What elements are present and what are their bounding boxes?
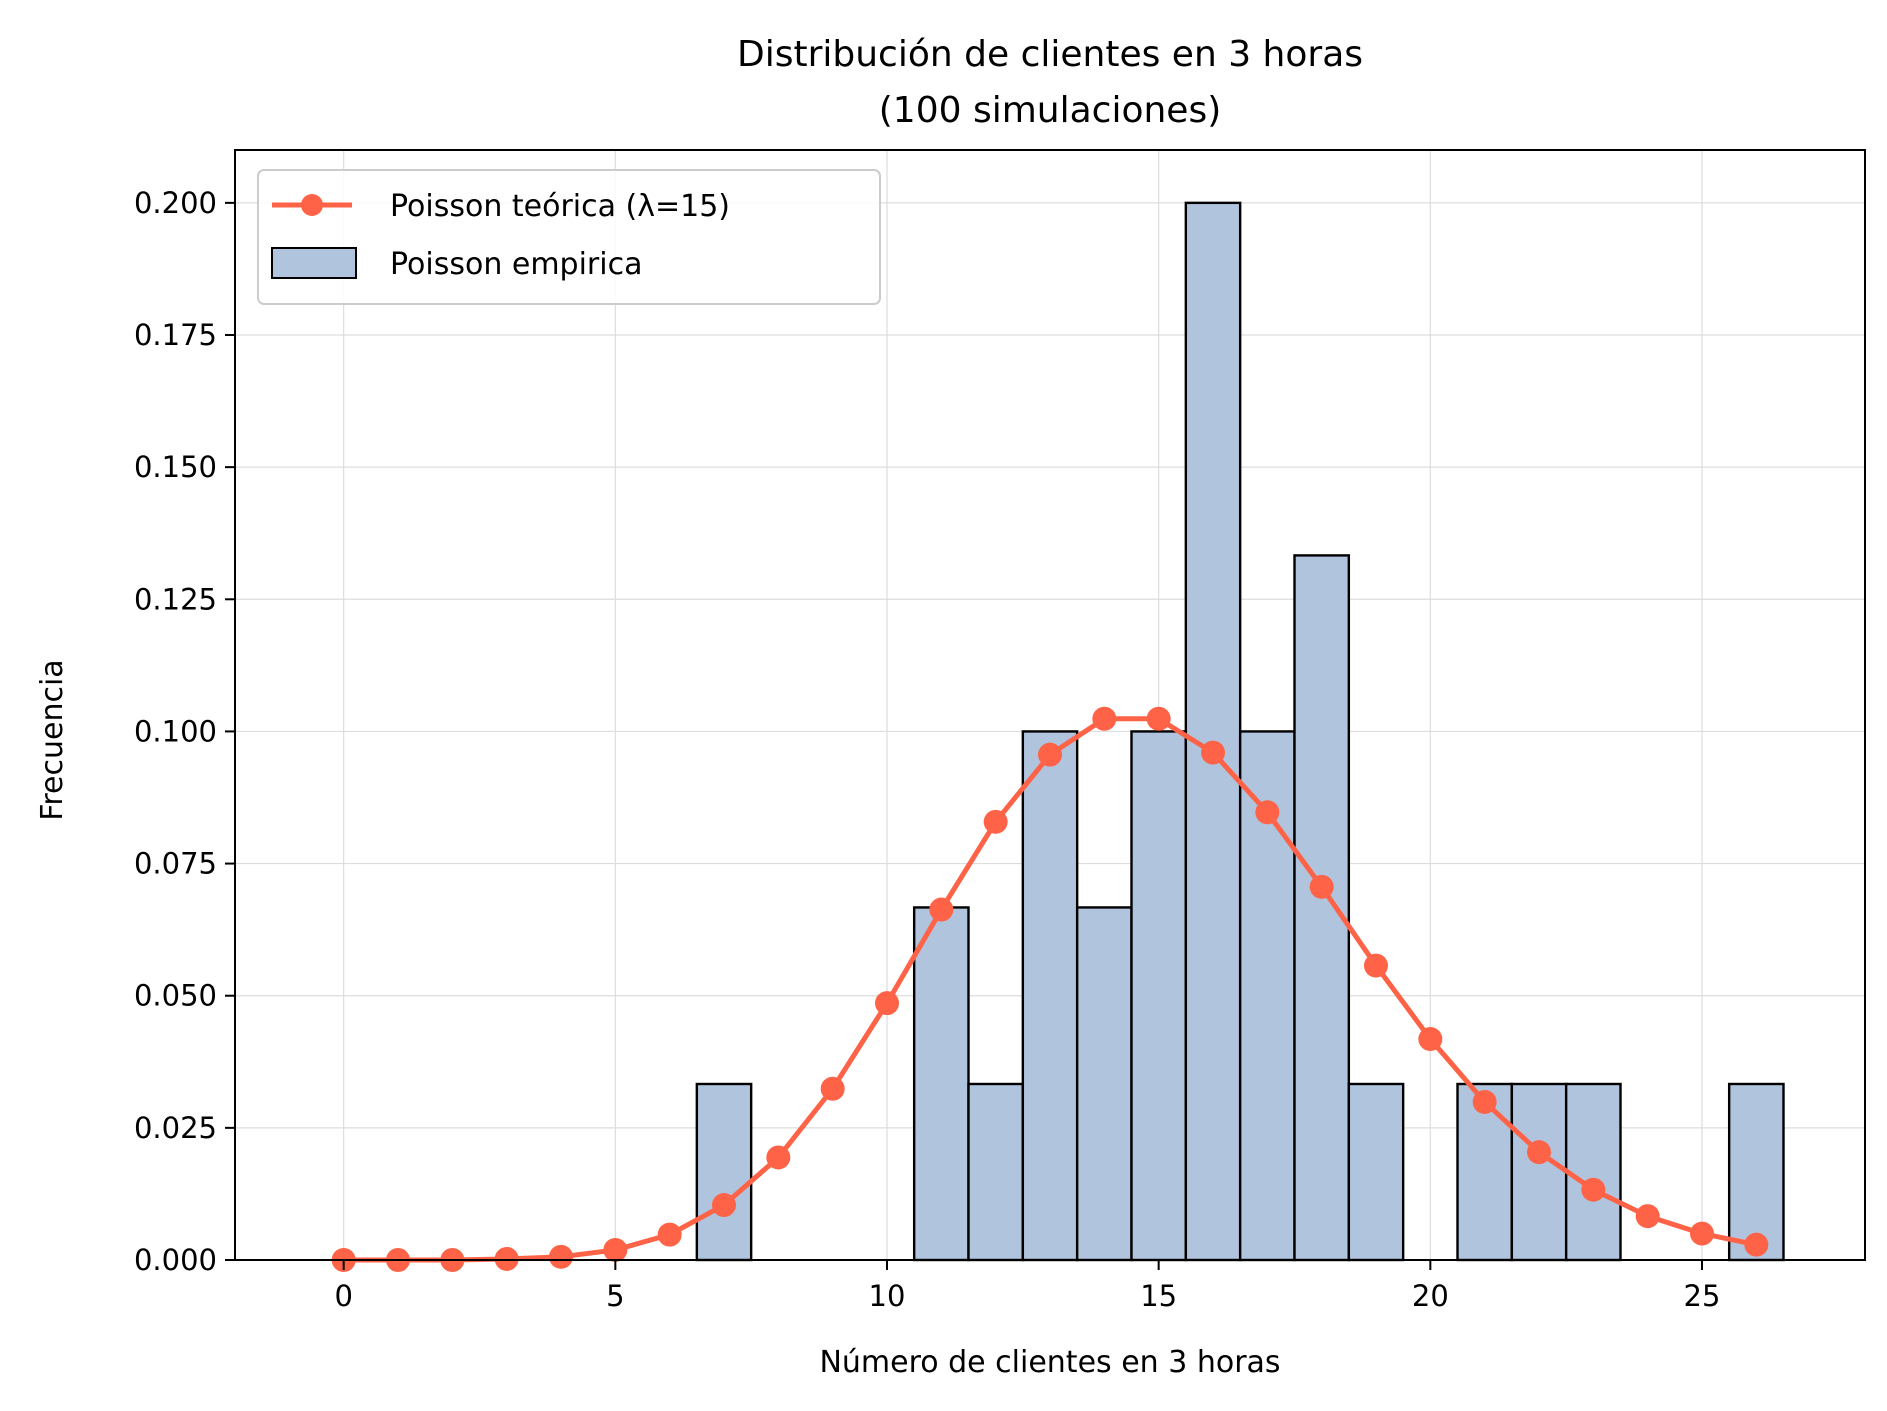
theoretical-point [657, 1222, 682, 1247]
theoretical-point [1309, 874, 1334, 899]
theoretical-point [1527, 1140, 1551, 1165]
theoretical-point [929, 897, 954, 922]
histogram-bar [912, 906, 970, 1262]
theoretical-point [1581, 1177, 1606, 1202]
y-tick-label: 0.100 [134, 714, 217, 748]
y-tick-label: 0.025 [134, 1111, 217, 1145]
y-tick-label: 0.075 [134, 847, 217, 881]
histogram-bar [1293, 554, 1351, 1262]
legend-marker-swatch [301, 194, 323, 216]
theoretical-point [603, 1237, 628, 1262]
histogram-bar [1130, 730, 1188, 1262]
legend-label-theoretical: Poisson teórica (λ=15) [390, 189, 730, 224]
theoretical-point [1364, 953, 1388, 978]
theoretical-point [1255, 800, 1280, 825]
axes-frame [234, 149, 1866, 1261]
histogram-bar [1021, 730, 1079, 1262]
theoretical-point [549, 1244, 573, 1269]
legend-frame [257, 169, 881, 305]
histogram-bar [1184, 201, 1242, 1262]
x-tick-label: 10 [869, 1279, 906, 1313]
y-tick-label: 0.200 [134, 186, 217, 220]
theoretical-point [1418, 1027, 1443, 1052]
y-tick-label: 0.000 [134, 1243, 217, 1277]
x-axis-ticks: 0 5 10 15 20 25 [334, 1260, 1720, 1313]
histogram-bar [695, 1082, 753, 1262]
theoretical-point [1038, 742, 1062, 767]
x-tick-label: 0 [334, 1279, 352, 1313]
theoretical-point [712, 1193, 736, 1218]
histogram-bar [1347, 1082, 1405, 1262]
histogram-bar [1564, 1082, 1622, 1262]
theoretical-point [1472, 1089, 1497, 1114]
y-tick-label: 0.150 [134, 450, 217, 484]
y-axis-label: Frecuencia [35, 659, 70, 820]
theoretical-point [820, 1076, 845, 1101]
legend-label-empirical: Poisson empirica [390, 247, 642, 282]
histogram-bar [967, 1082, 1025, 1262]
x-axis-label: Número de clientes en 3 horas [819, 1345, 1280, 1380]
y-tick-label: 0.050 [134, 979, 217, 1013]
x-tick-label: 20 [1412, 1279, 1449, 1313]
histogram-bars [695, 201, 1785, 1262]
histogram-bar [1075, 906, 1133, 1262]
chart-title-line-1: Distribución de clientes en 3 horas [737, 34, 1363, 75]
theoretical-point [1201, 740, 1225, 765]
chart-title-line-2: (100 simulaciones) [879, 90, 1222, 131]
x-tick-label: 25 [1684, 1279, 1721, 1313]
legend: Poisson teórica (λ=15) Poisson empirica [257, 169, 881, 305]
theoretical-point [1744, 1232, 1769, 1257]
histogram-bar [1727, 1082, 1785, 1262]
theoretical-point [1146, 706, 1171, 731]
theoretical-point [1635, 1204, 1660, 1229]
x-tick-label: 15 [1140, 1279, 1177, 1313]
y-axis-ticks: 0.000 0.025 0.050 0.075 0.100 0.125 0.150 0.175… [134, 186, 235, 1277]
x-tick-label: 5 [606, 1279, 624, 1313]
y-tick-label: 0.175 [134, 318, 217, 352]
histogram-bar [1510, 1082, 1568, 1262]
theoretical-point [766, 1145, 791, 1170]
theoretical-point [1092, 706, 1117, 731]
theoretical-point [1690, 1221, 1714, 1246]
theoretical-point [983, 809, 1008, 834]
legend-bar-swatch [271, 247, 357, 279]
y-tick-label: 0.125 [134, 582, 217, 616]
theoretical-point [875, 991, 899, 1016]
theoretical-line-layer [331, 706, 1769, 1272]
theoretical-point [494, 1246, 519, 1271]
